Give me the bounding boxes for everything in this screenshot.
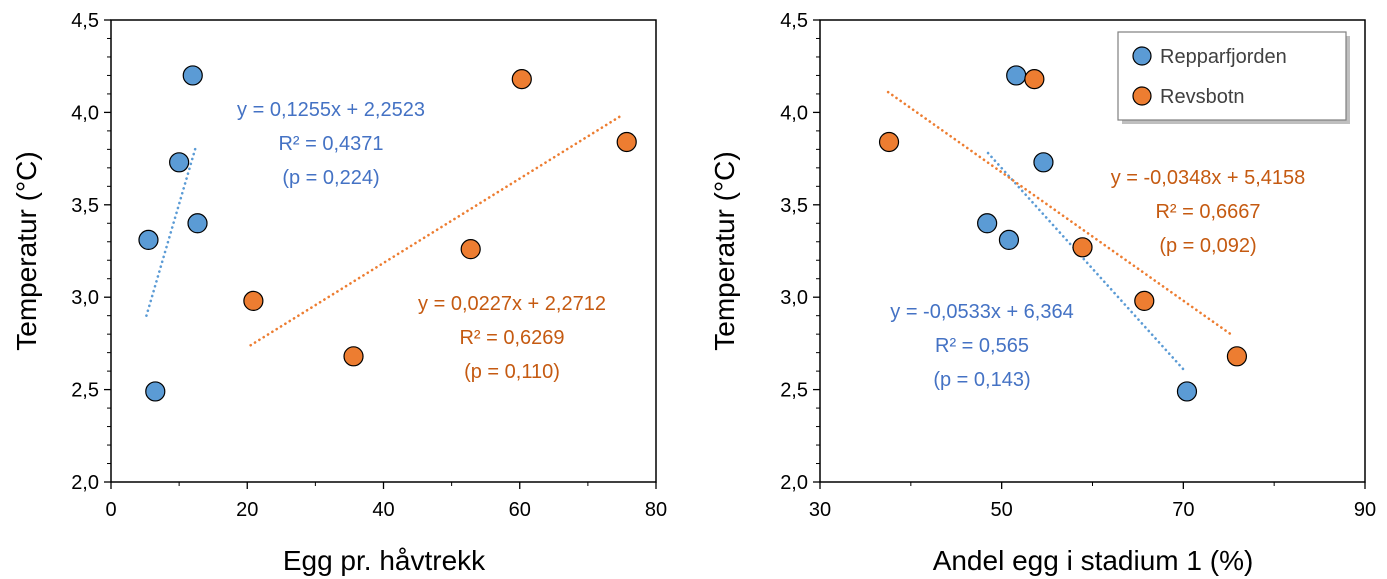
annotation-line: R² = 0,565 bbox=[935, 335, 1029, 357]
data-point-repparfjorden bbox=[138, 229, 159, 251]
data-point-revsbotn bbox=[616, 131, 637, 153]
y-tick-label: 3,0 bbox=[780, 287, 808, 309]
y-tick-label: 2,0 bbox=[71, 472, 99, 494]
y-tick-label: 4,5 bbox=[71, 10, 99, 32]
annotation-line: y = 0,0227x + 2,2712 bbox=[418, 293, 606, 315]
plot-area-frame bbox=[110, 19, 657, 483]
data-point-revsbotn bbox=[878, 131, 900, 153]
y-tick-label: 4,0 bbox=[71, 102, 99, 124]
annotation-repparfjorden: y = -0,0533x + 6,364 R² = 0,565 (p = 0,1… bbox=[890, 301, 1073, 391]
y-tick-labels: 2,0 2,5 3,0 3,5 4,0 4,5 bbox=[71, 10, 99, 494]
x-tick-label: 40 bbox=[372, 499, 394, 521]
data-point-revsbotn bbox=[460, 239, 481, 260]
chart-stage1-share: 2,0 2,5 3,0 3,5 4,0 4,5 30 50 70 90 Andel egg i … bbox=[709, 10, 1376, 576]
annotation-revsbotn: y = 0,0227x + 2,2712 R² = 0,6269 (p = 0,… bbox=[418, 293, 606, 383]
data-point-repparfjorden bbox=[187, 213, 208, 234]
data-point-revsbotn bbox=[511, 69, 532, 90]
legend-box bbox=[1117, 31, 1347, 121]
chart-egg-per-haul: 2,0 2,5 3,0 3,5 4,0 4,5 0 20 40 60 80 Egg pr. håv… bbox=[11, 10, 667, 576]
data-points bbox=[878, 65, 1248, 402]
data-point-repparfjorden bbox=[977, 213, 998, 234]
annotation-line: R² = 0,6667 bbox=[1155, 201, 1260, 223]
x-tick-label: 20 bbox=[236, 499, 258, 521]
x-tick-labels: 30 50 70 90 bbox=[809, 499, 1376, 521]
data-point-repparfjorden bbox=[145, 381, 166, 402]
y-tick-labels: 2,0 2,5 3,0 3,5 4,0 4,5 bbox=[780, 10, 808, 494]
trendline-repparfjorden bbox=[145, 144, 198, 317]
legend-marker-repparfjorden bbox=[1132, 46, 1152, 66]
trendline-revsbotn bbox=[249, 114, 622, 347]
annotation-repparfjorden: y = 0,1255x + 2,2523 R² = 0,4371 (p = 0,… bbox=[237, 99, 425, 189]
y-tick-label: 3,5 bbox=[71, 195, 99, 217]
data-points bbox=[138, 65, 637, 402]
annotation-line: y = 0,1255x + 2,2523 bbox=[237, 99, 425, 121]
data-point-repparfjorden bbox=[1176, 381, 1198, 402]
x-tick-label: 80 bbox=[645, 499, 667, 521]
trendlines bbox=[886, 90, 1235, 371]
data-point-revsbotn bbox=[1024, 69, 1045, 90]
legend-label-revsbotn: Revsbotn bbox=[1160, 86, 1245, 108]
y-axis-title: Temperatur (°C) bbox=[11, 151, 42, 350]
data-point-revsbotn bbox=[343, 346, 364, 367]
annotation-revsbotn: y = -0,0348x + 5,4158 R² = 0,6667 (p = 0… bbox=[1111, 167, 1306, 257]
y-tick-label: 3,0 bbox=[71, 287, 99, 309]
x-tick-label: 90 bbox=[1354, 499, 1376, 521]
legend: Repparfjorden Revsbotn bbox=[1117, 31, 1350, 124]
x-tick-label: 60 bbox=[509, 499, 531, 521]
x-tick-label: 0 bbox=[105, 499, 116, 521]
x-axis-title: Egg pr. håvtrekk bbox=[283, 545, 486, 576]
x-tick-labels: 0 20 40 60 80 bbox=[105, 499, 667, 521]
y-tick-label: 2,0 bbox=[780, 472, 808, 494]
data-point-revsbotn bbox=[243, 290, 264, 311]
annotation-line: R² = 0,6269 bbox=[459, 327, 564, 349]
annotation-line: (p = 0,143) bbox=[933, 369, 1030, 391]
x-axis-title: Andel egg i stadium 1 (%) bbox=[933, 545, 1254, 576]
tick-marks bbox=[104, 19, 657, 489]
y-tick-label: 4,5 bbox=[780, 10, 808, 32]
legend-marker-revsbotn bbox=[1132, 86, 1152, 106]
plot-area-frame bbox=[819, 19, 1366, 483]
y-tick-label: 3,5 bbox=[780, 195, 808, 217]
annotation-line: R² = 0,4371 bbox=[278, 133, 383, 155]
y-tick-label: 2,5 bbox=[780, 380, 808, 402]
annotation-line: (p = 0,224) bbox=[282, 167, 379, 189]
y-tick-label: 2,5 bbox=[71, 380, 99, 402]
data-point-repparfjorden bbox=[1006, 65, 1027, 86]
annotation-line: y = -0,0533x + 6,364 bbox=[890, 301, 1073, 323]
x-tick-label: 30 bbox=[809, 499, 831, 521]
trendlines bbox=[145, 114, 622, 347]
data-point-repparfjorden bbox=[998, 229, 1020, 251]
x-tick-label: 70 bbox=[1172, 499, 1194, 521]
data-point-repparfjorden bbox=[1033, 152, 1054, 173]
annotation-line: (p = 0,110) bbox=[464, 361, 560, 383]
trendline-revsbotn bbox=[886, 90, 1235, 338]
data-point-revsbotn bbox=[1226, 346, 1248, 367]
data-point-repparfjorden bbox=[169, 152, 190, 173]
data-point-repparfjorden bbox=[182, 65, 203, 86]
y-tick-label: 4,0 bbox=[780, 102, 808, 124]
legend-label-repparfjorden: Repparfjorden bbox=[1160, 46, 1287, 68]
y-axis-title: Temperatur (°C) bbox=[709, 151, 740, 350]
annotation-line: (p = 0,092) bbox=[1159, 235, 1256, 257]
data-point-revsbotn bbox=[1072, 237, 1093, 258]
annotation-line: y = -0,0348x + 5,4158 bbox=[1111, 167, 1306, 189]
x-tick-label: 50 bbox=[991, 499, 1013, 521]
data-point-revsbotn bbox=[1134, 290, 1155, 311]
